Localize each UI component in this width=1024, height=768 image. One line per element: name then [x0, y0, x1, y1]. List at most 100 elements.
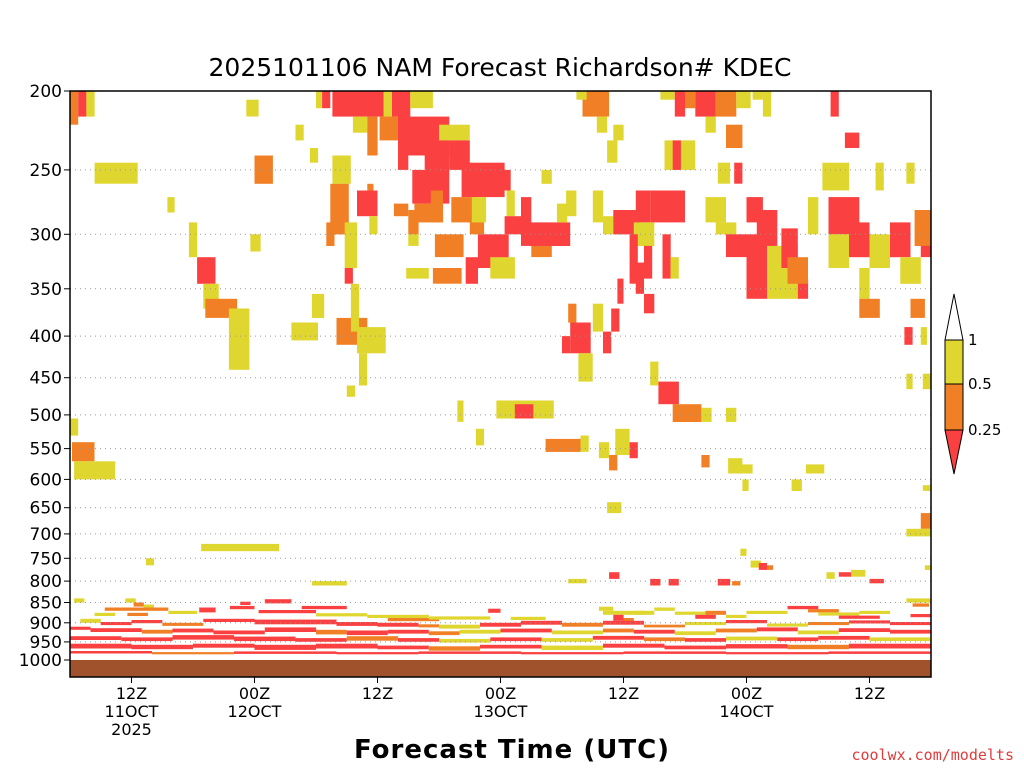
ri-cell [740, 548, 747, 556]
ri-cell [336, 652, 419, 655]
ri-cell [750, 560, 761, 568]
x-tick-label: 00Z [485, 684, 516, 703]
ri-cell [592, 635, 645, 640]
ri-cell [471, 197, 487, 223]
ri-cell [70, 418, 79, 436]
ri-cell [672, 140, 681, 170]
ri-cell [359, 353, 368, 386]
ri-cell [541, 645, 603, 650]
y-tick-label: 700 [30, 525, 62, 545]
ri-cell [715, 222, 737, 235]
ri-cell [531, 245, 552, 258]
ri-cell [168, 610, 198, 614]
ri-cell [369, 216, 378, 235]
ri-cell [541, 638, 593, 642]
ri-cell [603, 643, 665, 648]
ri-cell [904, 327, 913, 345]
ri-cell [726, 644, 788, 649]
ri-cell [635, 190, 651, 223]
ri-cell [797, 630, 839, 635]
colorbar-label-2: 0.5 [968, 375, 992, 393]
ri-cell [428, 646, 481, 651]
ri-cell [875, 162, 884, 191]
ri-cell [521, 620, 562, 625]
y-tick-label: 950 [30, 633, 62, 653]
ri-cell [732, 581, 741, 586]
ri-cell [767, 623, 808, 627]
ri-cell [603, 331, 612, 354]
ri-cell [685, 622, 726, 626]
ri-cell [859, 268, 870, 299]
ri-cell [576, 91, 587, 100]
ri-cell [344, 268, 353, 284]
ri-cell [644, 637, 685, 642]
ri-cell [70, 91, 79, 125]
ri-cell [838, 628, 891, 632]
ri-cell [787, 257, 808, 284]
ri-cell [86, 91, 95, 117]
ri-cell [717, 162, 731, 184]
ri-cell [695, 91, 716, 117]
ri-cell [434, 234, 464, 258]
ri-cell [330, 183, 349, 235]
ri-cell [254, 644, 316, 650]
ri-cell [629, 442, 638, 459]
ri-cell [660, 91, 675, 100]
x-tick-label: 13OCT [474, 702, 528, 721]
ri-cell [826, 572, 835, 579]
ri-cell [920, 245, 932, 258]
ri-cell [830, 91, 839, 117]
x-tick-label: 12Z [854, 684, 885, 703]
ri-cell [172, 635, 234, 640]
ri-cell [143, 604, 154, 609]
y-tick-label: 400 [30, 327, 62, 347]
ri-cell [465, 257, 478, 284]
ri-cell [705, 610, 726, 615]
ri-cell [100, 622, 132, 626]
ri-cell [336, 622, 378, 626]
ri-cell [350, 283, 360, 332]
ri-cell [617, 278, 624, 304]
ri-cell [387, 629, 429, 634]
y-tick-label: 450 [30, 369, 62, 389]
ri-cell [367, 614, 429, 618]
ri-cell [70, 636, 122, 640]
ri-cell [726, 234, 747, 258]
ri-cell [475, 428, 485, 446]
ri-cell [756, 627, 798, 632]
ri-cell [650, 190, 685, 223]
ri-cell [912, 603, 929, 607]
y-tick-label: 500 [30, 406, 62, 426]
ri-cell [500, 169, 511, 191]
ri-cell [309, 148, 319, 163]
ri-cell [74, 598, 85, 603]
ri-cell [439, 638, 491, 643]
ri-cell [545, 438, 581, 452]
y-tick-label: 1000 [19, 651, 62, 671]
ri-cell [644, 293, 655, 314]
ri-cell [551, 630, 604, 635]
ri-cell [490, 637, 542, 642]
ri-cell [357, 190, 378, 217]
site-credit[interactable]: coolwx.com/modelts [851, 746, 1014, 764]
colorbar: 1 0.5 0.25 [944, 293, 1001, 475]
ri-cell [141, 629, 173, 634]
ri-cell [556, 203, 568, 223]
ri-cell [808, 622, 849, 626]
ri-cell [828, 234, 849, 268]
ri-cell [398, 638, 439, 642]
x-tick-label: 12OCT [228, 702, 282, 721]
ri-cell [644, 245, 653, 279]
ri-cell [701, 407, 712, 422]
ri-cell [717, 578, 731, 586]
ri-cell [705, 197, 726, 223]
ri-cell [633, 610, 655, 615]
richardson-cells [70, 91, 932, 655]
ri-cell [133, 602, 144, 607]
ri-cell [900, 257, 921, 284]
ri-cell [746, 610, 788, 614]
ri-cell [635, 262, 644, 294]
ri-cell [578, 353, 593, 382]
ri-cell [90, 628, 142, 632]
